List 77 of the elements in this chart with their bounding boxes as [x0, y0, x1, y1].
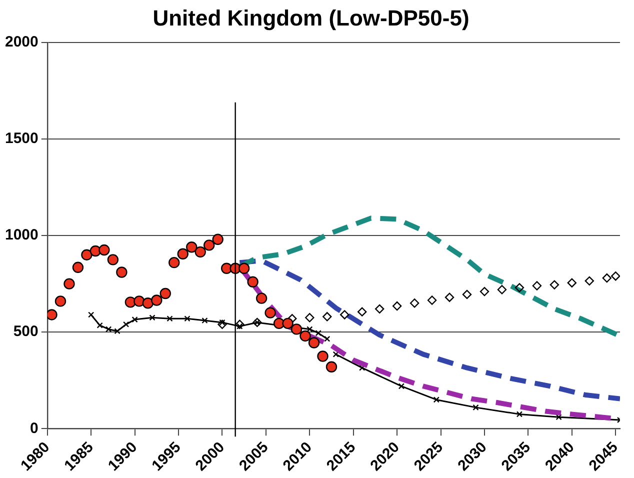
y-tick-label: 1500 [4, 130, 38, 148]
point [444, 292, 454, 302]
point [142, 298, 154, 309]
point [556, 414, 562, 420]
point [300, 330, 311, 342]
point [305, 313, 314, 322]
point [306, 326, 313, 332]
point [322, 312, 332, 322]
point [219, 319, 226, 326]
point [308, 337, 320, 348]
chart-title: United Kingdom (Low-DP50-5) [152, 5, 470, 30]
point [567, 278, 577, 288]
point [340, 310, 350, 320]
y-tick-label: 2000 [4, 34, 38, 51]
point [194, 246, 206, 258]
point [288, 314, 297, 324]
point [160, 288, 171, 300]
point [247, 276, 258, 288]
point [96, 322, 103, 328]
point [427, 296, 437, 305]
point [472, 404, 479, 411]
point [238, 262, 250, 274]
point [151, 294, 162, 306]
point [212, 234, 224, 245]
point [611, 272, 620, 281]
point [480, 286, 490, 296]
point [326, 361, 338, 372]
point [149, 314, 156, 321]
point [116, 266, 128, 278]
point [98, 244, 110, 256]
point [398, 383, 405, 390]
point [433, 396, 440, 403]
point [602, 273, 612, 283]
point [532, 281, 542, 290]
point [332, 351, 339, 358]
point [317, 350, 328, 362]
point [282, 318, 294, 330]
point [290, 324, 302, 335]
point [516, 411, 523, 418]
point [218, 320, 227, 329]
point [204, 240, 215, 251]
point [105, 326, 112, 332]
point [107, 254, 119, 266]
point [88, 312, 94, 318]
point [264, 307, 276, 318]
point [81, 249, 92, 260]
point [177, 248, 188, 260]
point [550, 280, 560, 290]
point [359, 364, 366, 371]
point [72, 262, 84, 274]
point [358, 307, 367, 316]
point [462, 290, 472, 300]
y-tick-label: 1000 [4, 226, 38, 244]
point [324, 336, 330, 342]
point [114, 328, 120, 334]
point [166, 316, 173, 322]
point [392, 301, 402, 311]
point [514, 283, 524, 292]
point [132, 316, 138, 323]
point [202, 317, 208, 324]
point [47, 309, 58, 320]
point [584, 276, 594, 286]
point [256, 292, 268, 304]
point [54, 296, 66, 307]
point [186, 242, 198, 253]
point [134, 296, 145, 307]
y-tick-label: 500 [13, 323, 38, 340]
point [235, 320, 244, 329]
point [374, 304, 384, 314]
y-tick-label: 0 [30, 420, 38, 437]
point [497, 285, 507, 294]
point [184, 316, 190, 322]
point [315, 330, 322, 336]
point [410, 298, 420, 308]
point [64, 278, 75, 290]
point [122, 321, 130, 328]
point [168, 256, 180, 268]
